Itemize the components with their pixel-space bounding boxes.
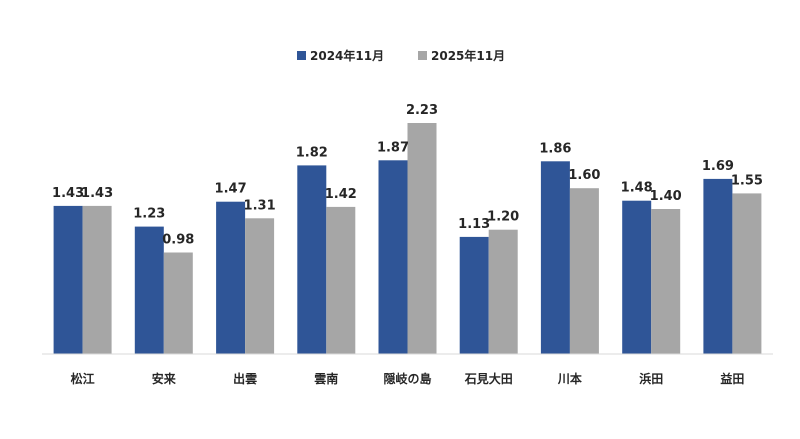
bar-2024-3 bbox=[297, 165, 327, 354]
value-label-2025-3: 1.42 bbox=[325, 187, 357, 202]
category-label-3: 雲南 bbox=[314, 371, 338, 386]
category-label-6: 川本 bbox=[557, 371, 582, 386]
bar-2024-6 bbox=[540, 161, 570, 354]
value-label-2025-1: 0.98 bbox=[162, 233, 194, 248]
category-labels-group: 松江 安来 出雲 雲南 隠岐の島 石見大田 川本 浜田 益田 bbox=[71, 371, 745, 386]
category-label-2: 出雲 bbox=[233, 371, 257, 386]
bar-2024-8 bbox=[703, 178, 733, 354]
bars-group bbox=[53, 123, 762, 354]
legend-swatch-2025 bbox=[418, 51, 427, 60]
bar-2024-7 bbox=[622, 200, 652, 354]
category-label-8: 益田 bbox=[720, 371, 744, 386]
legend-swatch-2024 bbox=[297, 51, 306, 60]
bar-2025-3 bbox=[326, 206, 356, 354]
value-label-2025-0: 1.43 bbox=[81, 186, 113, 201]
bar-2024-2 bbox=[216, 201, 246, 354]
bar-2025-8 bbox=[732, 193, 762, 354]
value-label-2025-4: 2.23 bbox=[406, 103, 438, 118]
category-label-4: 隠岐の島 bbox=[383, 371, 431, 386]
value-label-2024-3: 1.82 bbox=[296, 145, 328, 160]
value-label-2024-4: 1.87 bbox=[377, 140, 409, 155]
value-label-2025-5: 1.20 bbox=[487, 210, 519, 225]
bar-2025-5 bbox=[488, 229, 518, 354]
value-label-2024-2: 1.47 bbox=[215, 182, 247, 197]
category-label-1: 安来 bbox=[152, 371, 177, 386]
bar-2025-1 bbox=[163, 252, 193, 354]
value-labels-group: 1.431.43 1.23 0.98 1.471.31 1.82 1.42 1.87 2.23… bbox=[52, 103, 763, 248]
legend-label-2024: 2024年11月 bbox=[310, 48, 384, 63]
bar-2024-5 bbox=[459, 236, 489, 354]
value-label-2024-0: 1.43 bbox=[52, 186, 84, 201]
bar-2025-7 bbox=[651, 209, 681, 354]
category-label-5: 石見大田 bbox=[464, 371, 513, 386]
bar-2025-6 bbox=[569, 188, 599, 354]
category-label-0: 松江 bbox=[71, 371, 95, 386]
value-label-2024-5: 1.13 bbox=[458, 217, 490, 232]
value-label-2024-7: 1.48 bbox=[621, 181, 653, 196]
value-label-2025-6: 1.60 bbox=[568, 168, 600, 183]
value-label-2024-1: 1.23 bbox=[133, 207, 165, 222]
bar-2024-1 bbox=[134, 226, 164, 354]
category-label-7: 浜田 bbox=[639, 371, 663, 386]
bar-2024-0 bbox=[53, 205, 83, 354]
value-label-2024-8: 1.69 bbox=[702, 159, 734, 174]
legend-label-2025: 2025年11月 bbox=[431, 48, 505, 63]
bar-2025-0 bbox=[82, 205, 112, 354]
value-label-2025-2: 1.31 bbox=[244, 198, 276, 213]
legend: 2024年11月 2025年11月 bbox=[297, 48, 505, 63]
value-label-2025-8: 1.55 bbox=[731, 173, 763, 188]
value-label-2025-7: 1.40 bbox=[650, 189, 682, 204]
value-label-2024-6: 1.86 bbox=[539, 141, 571, 156]
bar-2025-4 bbox=[407, 123, 437, 354]
bar-2025-2 bbox=[245, 218, 275, 354]
bar-2024-4 bbox=[378, 160, 408, 354]
